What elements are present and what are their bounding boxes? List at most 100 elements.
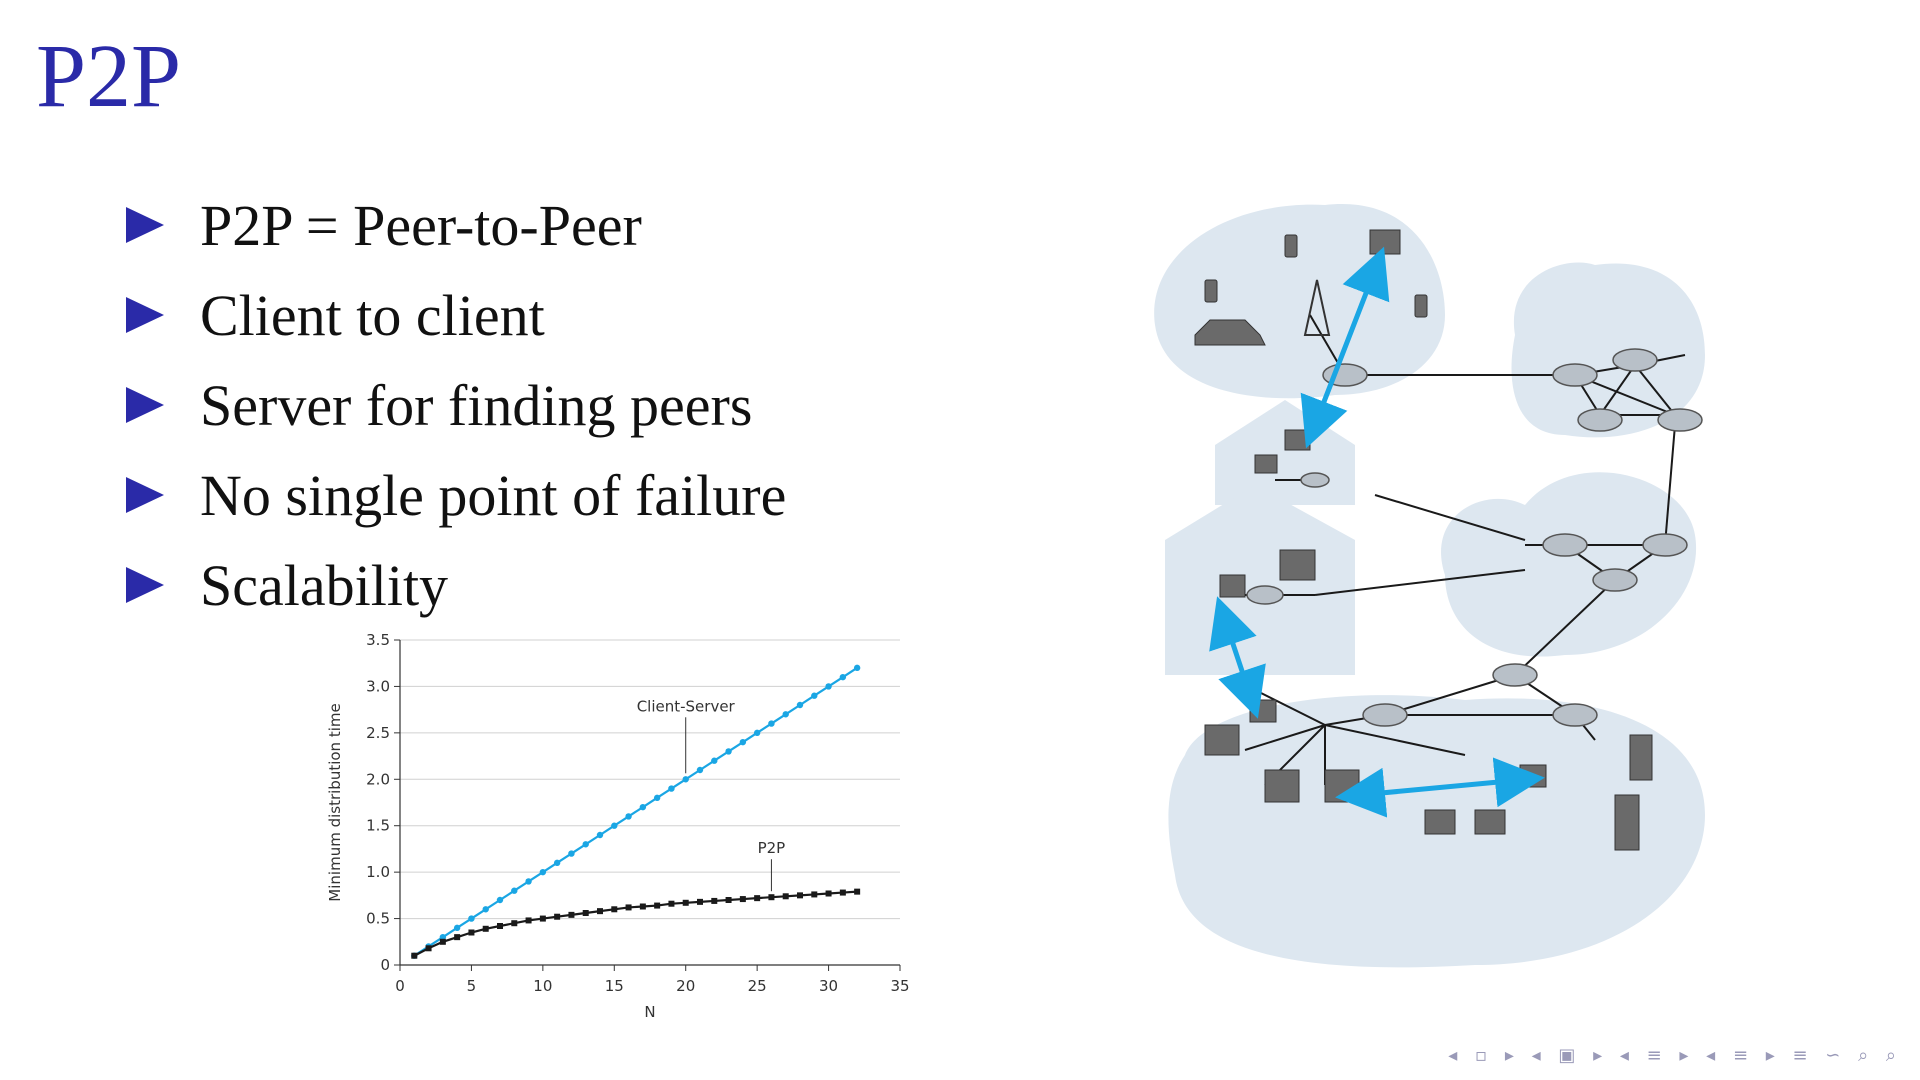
router-icon	[1642, 533, 1688, 557]
p2p-point	[468, 929, 475, 936]
bullet-text: Scalability	[200, 552, 449, 618]
p2p-point	[697, 898, 703, 905]
client-server-point	[811, 692, 818, 699]
x-tick-label: 10	[533, 977, 552, 995]
p2p-point	[768, 894, 775, 901]
laptop-icon	[1284, 429, 1311, 451]
client-server-point	[782, 711, 789, 718]
p2p-point	[625, 904, 632, 911]
y-tick-label: 3.5	[366, 631, 390, 649]
slide-title: P2P	[36, 27, 182, 126]
distribution-time-chart: 0 0.5 1.0 1.5 2.0 2.5 3.0 3.5 0 5 10 15 20 25 30 35 N Mi…	[326, 631, 910, 1020]
p2p-point	[411, 952, 418, 959]
series-label: P2P	[758, 839, 786, 857]
chart-ticks: 0 0.5 1.0 1.5 2.0 2.5 3.0 3.5 0 5 10 15 20 25 30 35	[366, 631, 909, 995]
phone-icon	[1204, 279, 1218, 303]
client-server-point	[511, 887, 518, 894]
client-server-point	[839, 673, 847, 681]
p2p-point	[611, 906, 618, 913]
p2p-point	[682, 899, 689, 906]
bullet-text: Client to client	[200, 282, 545, 348]
client-server-point	[625, 813, 632, 820]
client-server-point	[439, 933, 447, 941]
laptop-icon	[1424, 809, 1456, 835]
client-server-point	[668, 785, 675, 792]
laptop-icon	[1249, 699, 1277, 723]
p2p-point	[582, 910, 589, 916]
desktop-icon	[1264, 769, 1300, 803]
router-icon	[1362, 703, 1408, 727]
client-server-point	[653, 794, 661, 802]
desktop-icon	[1324, 769, 1360, 803]
bullet-item: No single point of failure	[126, 450, 786, 540]
chart-axes	[399, 640, 900, 966]
x-tick-label: 20	[676, 977, 695, 995]
p2p-arrow	[1209, 596, 1266, 719]
laptop-icon	[1474, 809, 1506, 835]
p2p-arrow	[1335, 757, 1545, 818]
client-server-point	[711, 757, 718, 764]
x-axis-label: N	[644, 1003, 655, 1020]
p2p-point	[811, 891, 818, 898]
routers	[1246, 348, 1703, 727]
router-icon	[1552, 363, 1598, 387]
client-server-point	[682, 776, 689, 783]
bullet-text: P2P = Peer-to-Peer	[200, 192, 642, 258]
p2p-point	[782, 893, 789, 900]
client-server-point	[582, 841, 589, 848]
client-server-point	[539, 868, 547, 876]
chart-grid	[400, 639, 900, 966]
p2p-arrows	[1209, 246, 1545, 818]
chart-labels: N Minimum distribution time Client-Server P…	[326, 697, 785, 1020]
phone-icon	[1414, 294, 1428, 318]
router-icon	[1577, 408, 1623, 432]
p2p-point	[597, 908, 603, 915]
phone-icon	[1284, 234, 1298, 258]
bullet-text: No single point of failure	[200, 462, 787, 528]
client-server-point	[853, 664, 861, 672]
bullet-triangle-icon	[126, 207, 164, 243]
x-tick-label: 0	[395, 977, 405, 995]
p2p-point	[839, 889, 846, 896]
bullet-triangle-icon	[126, 297, 164, 333]
mobile-network-cloud	[1154, 204, 1445, 399]
bullet-item: P2P = Peer-to-Peer	[126, 180, 786, 270]
p2p-point	[725, 897, 732, 903]
laptop-icon	[1519, 764, 1547, 788]
bullet-item: Client to client	[126, 270, 786, 360]
desktop-icon	[1204, 724, 1240, 756]
p2p-point	[554, 913, 561, 920]
client-server-point	[553, 859, 561, 867]
client-server-point	[482, 906, 489, 913]
bullet-list: P2P = Peer-to-Peer Client to client Serv…	[126, 180, 786, 630]
beamer-navigation-controls[interactable]: ◂ ▫ ▸ ◂ ▣ ▸ ◂ ≡ ▸ ◂ ≡ ▸ ≡ ∽ ⌕ ⌕	[1448, 1045, 1902, 1066]
x-tick-label: 25	[748, 977, 767, 995]
router-icon	[1657, 408, 1703, 432]
p2p-point	[497, 923, 503, 929]
home-network-bottom	[1165, 485, 1355, 675]
server-icon	[1629, 734, 1653, 781]
p2p-point	[668, 900, 675, 907]
client-server-point	[596, 831, 604, 839]
y-tick-label: 2.5	[366, 724, 390, 742]
isp-cloud-right-top	[1511, 262, 1705, 438]
router-icon	[1300, 472, 1330, 488]
router-icon	[1542, 533, 1588, 557]
client-server-point	[453, 924, 461, 932]
router-icon	[1552, 703, 1598, 727]
client-server-point	[611, 822, 618, 829]
x-tick-label: 5	[467, 977, 477, 995]
series-line-p2p	[413, 890, 858, 957]
laptop-icon	[1369, 229, 1401, 255]
p2p-point	[711, 897, 718, 904]
chart-series	[411, 664, 861, 959]
laptop-icon	[1219, 574, 1246, 598]
y-tick-label: 3.0	[366, 677, 390, 695]
p2p-point	[539, 915, 546, 922]
y-tick-label: 1.0	[366, 863, 390, 881]
client-server-point	[725, 748, 732, 755]
client-server-point	[696, 766, 704, 774]
client-server-point	[796, 701, 804, 709]
client-server-point	[639, 803, 647, 811]
car-icon	[1194, 319, 1266, 346]
